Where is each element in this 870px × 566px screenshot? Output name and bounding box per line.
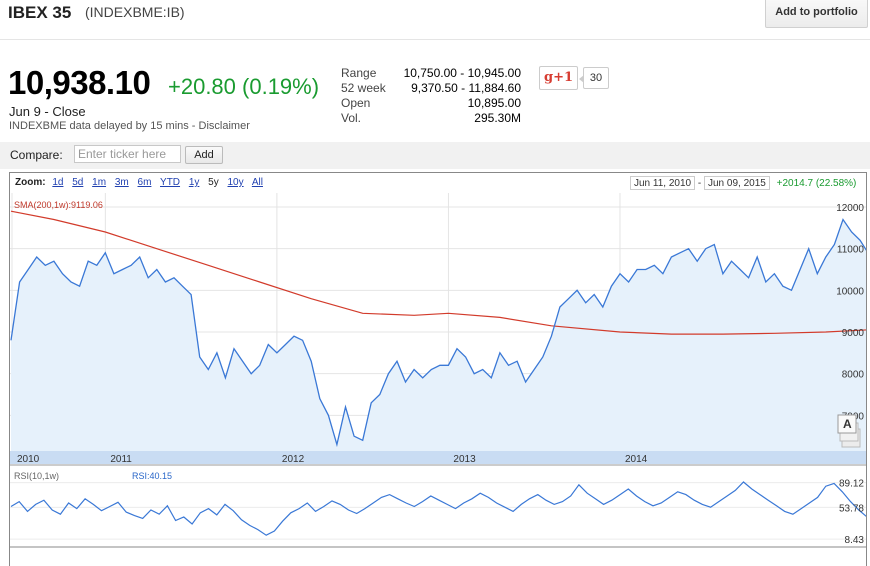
stat-value: 295.30M [474,111,521,125]
y-tick-label: 10000 [836,286,864,297]
date-separator: - [697,178,702,189]
range-change: +2014.7 (22.58%) [776,178,857,189]
stat-row-volume: Vol. 295.30M [341,111,521,126]
zoom-10y[interactable]: 10y [227,177,244,188]
sma-line [10,210,866,335]
rsi-tick-label: 53.78 [839,503,864,514]
start-date-field[interactable]: Jun 11, 2010 [630,176,696,190]
zoom-1y[interactable]: 1y [188,177,200,188]
stats-table: Range 10,750.00 - 10,945.00 52 week 9,37… [341,66,521,126]
date-range: Jun 11, 2010 - Jun 09, 2015 +2014.7 (22.… [630,176,856,190]
compare-add-button[interactable]: Add [185,146,223,164]
x-tick-label: 2010 [17,454,40,465]
stat-label: 52 week [341,81,386,95]
stat-value: 10,895.00 [467,96,521,110]
price-value: 10,938.10 [8,64,151,101]
y-tick-label: 11000 [837,245,865,256]
google-plus-one-button[interactable]: g+1 [539,66,578,90]
page-title: IBEX 35 [8,3,72,22]
zoom-3m[interactable]: 3m [114,177,129,188]
stat-label: Range [341,66,377,80]
price-line [10,218,866,448]
zoom-ytd[interactable]: YTD [160,177,181,188]
rsi-label: RSI(10,1w) [14,471,59,481]
sma-label: SMA(200,1w):9119.06 [14,200,103,210]
zoom-1d[interactable]: 1d [52,177,64,188]
zoom-all[interactable]: All [251,177,263,188]
x-tick-label: 2014 [625,454,648,465]
stat-value: 9,370.50 - 11,884.60 [411,81,521,95]
date-close: Jun 9 - Close [9,104,86,119]
price-area-fill [11,219,866,451]
zoom-label: Zoom: [15,177,46,188]
zoom-6m[interactable]: 6m [137,177,152,188]
exchange-symbol: (INDEXBME:IB) [85,4,185,20]
svg-text:A: A [843,417,852,431]
x-tick-label: 2012 [282,454,305,465]
x-axis-labels: 2010 2011 2012 2013 2014 [17,454,648,465]
compare-bar: Compare: Add [0,142,870,169]
rsi-grid [10,482,866,540]
stat-label: Open [341,96,371,110]
y-tick-label: 9000 [842,328,865,339]
zoom-1m[interactable]: 1m [92,177,107,188]
rsi-tick-label: 89.12 [839,479,864,490]
chart-settings-icon: A [837,414,861,448]
rsi-y-ticks: 89.12 53.78 8.43 [839,479,864,546]
header-bar: IBEX 35 (INDEXBME:IB) Add to portfolio [0,0,870,40]
y-tick-label: 8000 [842,370,865,381]
stat-row-range: Range 10,750.00 - 10,945.00 [341,66,521,81]
x-tick-label: 2013 [453,454,476,465]
plus-one-count: 30 [579,67,609,89]
end-date-field[interactable]: Jun 09, 2015 [704,176,770,190]
price-change: +20.80 (0.19%) [168,74,320,99]
price-chart[interactable]: SMA(200,1w):9119.06 12000 11000 10000 9000 8… [10,173,867,566]
add-to-portfolio-button[interactable]: Add to portfolio [765,0,868,28]
x-tick-label: 2011 [110,454,132,465]
stat-label: Vol. [341,111,362,125]
rsi-value-label: RSI:40.15 [132,471,172,481]
zoom-5y-selected[interactable]: 5y [208,177,219,188]
zoom-5d[interactable]: 5d [72,177,84,188]
rsi-line [10,481,866,536]
zoom-bar: Zoom: 1d 5d 1m 3m 6m YTD 1y 5y 10y All [15,177,269,188]
stat-row-open: Open 10,895.00 [341,96,521,111]
compare-label: Compare: [10,148,63,162]
stat-row-52week: 52 week 9,370.50 - 11,884.60 [341,81,521,96]
chart-panel[interactable]: Zoom: 1d 5d 1m 3m 6m YTD 1y 5y 10y All J… [9,172,867,566]
x-axis-band [10,451,866,464]
compare-ticker-input[interactable] [74,145,181,163]
rsi-tick-label: 8.43 [845,535,865,546]
y-tick-label: 12000 [836,203,864,214]
delayed-disclaimer[interactable]: INDEXBME data delayed by 15 mins - Discl… [9,120,250,132]
stat-value: 10,750.00 - 10,945.00 [403,66,521,80]
